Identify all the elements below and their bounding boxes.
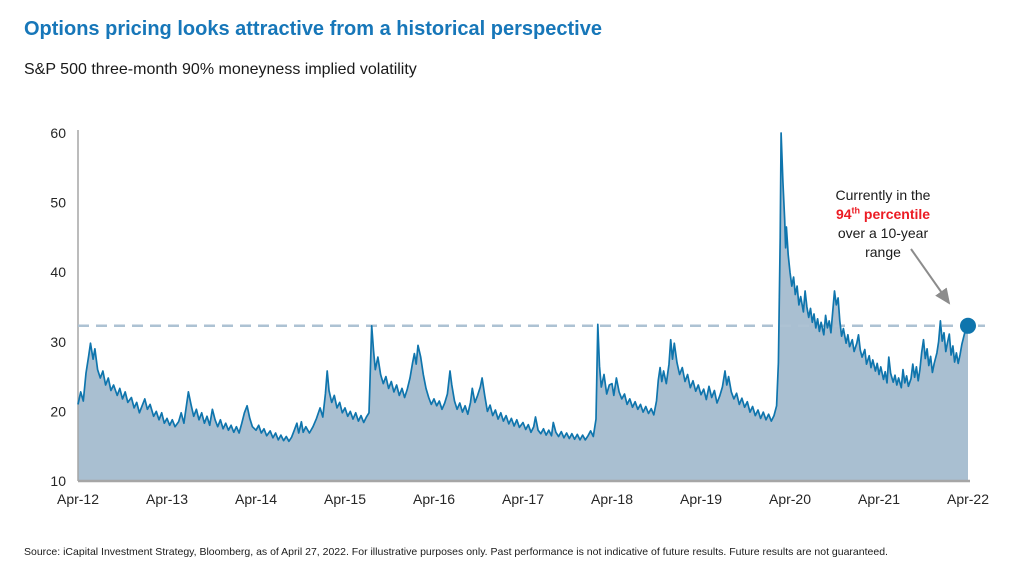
- annotation-percentile-text: 94th percentile: [835, 205, 931, 222]
- y-tick-label: 10: [50, 473, 66, 489]
- source-footnote: Source: iCapital Investment Strategy, Bl…: [24, 546, 888, 558]
- x-tick-label: Apr-15: [324, 491, 366, 507]
- x-tick-label: Apr-22: [947, 491, 989, 507]
- annotation-arrow: [910, 248, 951, 305]
- y-tick-label: 20: [50, 403, 66, 419]
- x-tick-label: Apr-12: [57, 491, 99, 507]
- x-tick-label: Apr-18: [591, 491, 633, 507]
- volatility-line: [77, 132, 969, 443]
- chart-subtitle: S&P 500 three-month 90% moneyness implie…: [24, 61, 417, 78]
- y-tick-label: 40: [50, 264, 66, 280]
- current-value-dot: [960, 317, 976, 334]
- x-tick-label: Apr-16: [413, 491, 455, 507]
- y-tick-label: 30: [50, 334, 66, 350]
- x-tick-label: Apr-21: [858, 491, 900, 507]
- annotation-line-3: over a 10-year: [837, 225, 929, 241]
- x-tick-label: Apr-20: [769, 491, 811, 507]
- percentile-annotation: Currently in the 94th percentile over a …: [788, 186, 978, 262]
- x-tick-label: Apr-17: [502, 491, 544, 507]
- annotation-line-1: Currently in the: [835, 187, 931, 203]
- x-tick-label: Apr-19: [680, 491, 722, 507]
- annotation-line-4: range: [865, 244, 901, 260]
- page-title: Options pricing looks attractive from a …: [24, 18, 602, 40]
- x-tick-label: Apr-14: [235, 491, 277, 507]
- x-tick-label: Apr-13: [146, 491, 188, 507]
- volatility-area-fill: [78, 133, 968, 481]
- y-tick-label: 60: [50, 125, 66, 141]
- y-tick-label: 50: [50, 195, 66, 211]
